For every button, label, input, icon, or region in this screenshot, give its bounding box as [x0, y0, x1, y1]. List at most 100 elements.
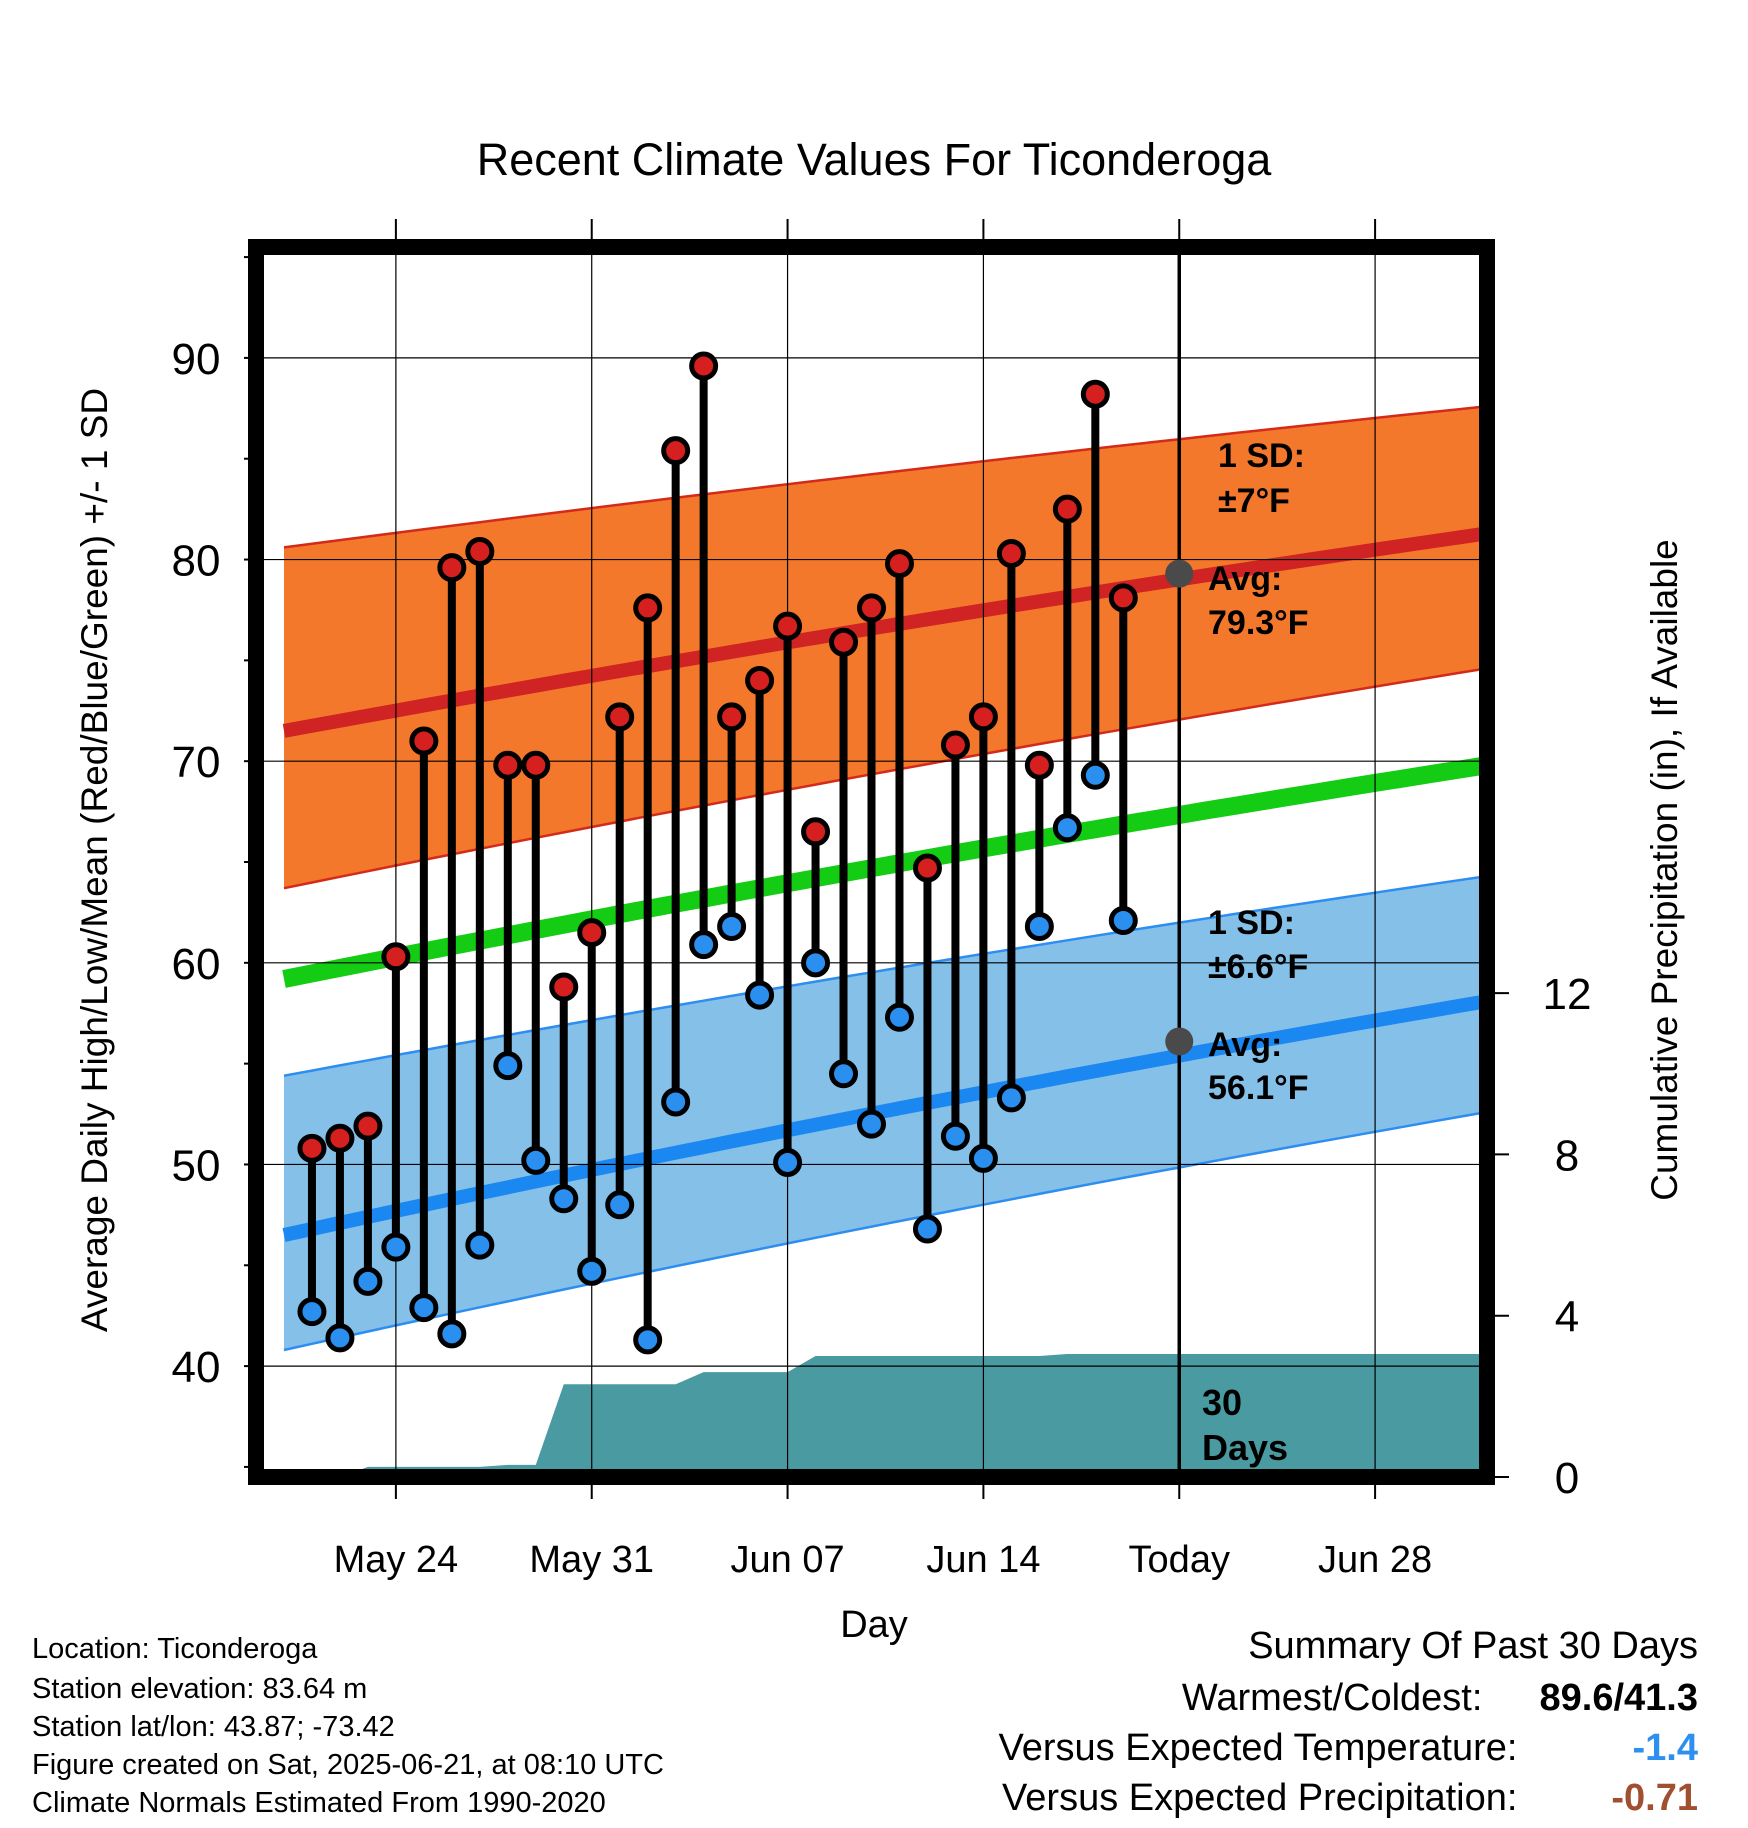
high-temp-point — [549, 972, 579, 1002]
low-temp-point — [633, 1325, 663, 1355]
chart-title: Recent Climate Values For Ticonderoga — [477, 134, 1273, 185]
high-temp-point — [1024, 750, 1054, 780]
high-sd-label-2: ±7°F — [1218, 482, 1290, 520]
x-tick-label: Jun 14 — [926, 1539, 1040, 1581]
high-normal-line — [282, 526, 1487, 738]
high-temp-point — [661, 436, 691, 466]
low-temp-point — [857, 1109, 886, 1139]
high-temp-point — [773, 611, 803, 641]
low-temp-point — [801, 948, 831, 978]
high-temp-point — [745, 666, 775, 696]
x-tick-label: May 24 — [334, 1539, 459, 1581]
high-temp-point — [912, 853, 942, 883]
high-temp-point — [409, 726, 439, 756]
high-temp-point — [1052, 494, 1082, 524]
low-temp-point — [661, 1087, 691, 1117]
y2-tick-label: 8 — [1555, 1131, 1579, 1180]
high-temp-point — [465, 536, 495, 566]
info-latlon: Station lat/lon: 43.87; -73.42 — [32, 1711, 395, 1743]
today-high-normal-dot — [1165, 559, 1194, 588]
low-avg-label-1: Avg: — [1208, 1026, 1282, 1064]
info-normals: Climate Normals Estimated From 1990-2020 — [32, 1787, 606, 1819]
info-location: Location: Ticonderoga — [32, 1633, 318, 1665]
high-temp-point — [521, 750, 551, 780]
today-days-label-1: 30 — [1202, 1382, 1242, 1423]
high-temp-point — [968, 702, 998, 732]
low-temp-point — [968, 1143, 998, 1173]
today-low-normal-dot — [1165, 1027, 1194, 1056]
low-temp-point — [1052, 813, 1082, 843]
low-temp-point — [381, 1232, 411, 1262]
high-temp-point — [689, 351, 719, 381]
summary-title: Summary Of Past 30 Days — [1248, 1625, 1698, 1667]
y-tick-label: 80 — [172, 537, 221, 586]
low-temp-point — [521, 1145, 551, 1175]
low-temp-point — [297, 1297, 327, 1327]
low-temp-point — [996, 1083, 1026, 1113]
today-days-label-2: Days — [1202, 1427, 1288, 1468]
low-temp-point — [884, 1002, 914, 1032]
y-tick-label: 60 — [172, 940, 221, 989]
x-tick-label: Today — [1129, 1539, 1230, 1581]
high-temp-point — [493, 750, 523, 780]
warmest-coldest-value: 89.6/41.3 — [1539, 1677, 1698, 1719]
low-temp-point — [549, 1184, 579, 1214]
high-avg-label-1: Avg: — [1208, 560, 1282, 598]
x-axis-label: Day — [840, 1604, 908, 1646]
low-sd-label-2: ±6.6°F — [1208, 948, 1308, 986]
y2-axis-label: Cumulative Precipitation (in), If Availa… — [1644, 539, 1685, 1201]
low-temp-point — [605, 1190, 635, 1220]
precip-area — [284, 1354, 1487, 1477]
low-avg-label-2: 56.1°F — [1208, 1069, 1309, 1107]
low-temp-point — [577, 1256, 607, 1286]
mean-normal-line — [282, 756, 1487, 988]
low-temp-point — [409, 1293, 439, 1323]
low-normal-line — [282, 994, 1487, 1242]
high-temp-point — [829, 627, 859, 657]
info-elevation: Station elevation: 83.64 m — [32, 1673, 368, 1705]
precip-departure-value: -0.71 — [1611, 1777, 1698, 1819]
y-tick-label: 90 — [172, 335, 221, 384]
y-axis-label: Average Daily High/Low/Mean (Red/Blue/Gr… — [74, 388, 115, 1332]
low-temp-point — [1080, 760, 1110, 790]
high-temp-point — [605, 702, 635, 732]
temp-departure-label: Versus Expected Temperature: — [998, 1727, 1518, 1769]
high-sd-label-1: 1 SD: — [1218, 437, 1305, 475]
high-temp-point — [1080, 379, 1110, 409]
x-tick-label: Jun 28 — [1318, 1539, 1432, 1581]
summary-precip-departure: Versus Expected Precipitation: -0.71 — [1002, 1777, 1698, 1820]
low-temp-point — [1108, 905, 1138, 935]
high-temp-point — [1108, 583, 1138, 613]
low-temp-point — [353, 1266, 383, 1296]
low-temp-point — [493, 1051, 523, 1081]
low-sd-band-upper-edge — [283, 874, 1487, 1077]
summary-temp-departure: Versus Expected Temperature: -1.4 — [999, 1727, 1698, 1770]
y-tick-label: 50 — [172, 1141, 221, 1190]
high-temp-point — [577, 918, 607, 948]
high-temp-point — [353, 1111, 383, 1141]
y-tick-label: 70 — [172, 738, 221, 787]
summary-warmest-coldest: Warmest/Coldest: 89.6/41.3 — [1182, 1677, 1698, 1720]
precip-departure-label: Versus Expected Precipitation: — [1002, 1777, 1518, 1819]
high-temp-point — [801, 817, 831, 847]
low-temp-point — [745, 980, 775, 1010]
high-temp-point — [717, 702, 747, 732]
high-temp-point — [857, 593, 886, 623]
low-temp-point — [689, 930, 719, 960]
high-temp-point — [633, 593, 663, 623]
low-temp-point — [325, 1323, 355, 1353]
low-sd-label-1: 1 SD: — [1208, 904, 1295, 942]
high-temp-point — [437, 553, 467, 583]
low-temp-point — [912, 1214, 942, 1244]
y2-tick-label: 0 — [1555, 1454, 1579, 1503]
high-sd-band — [284, 406, 1487, 889]
low-temp-point — [773, 1147, 803, 1177]
low-temp-point — [717, 912, 747, 942]
y2-tick-label: 4 — [1555, 1293, 1579, 1342]
temp-departure-value: -1.4 — [1632, 1727, 1698, 1769]
high-temp-point — [940, 730, 970, 760]
high-temp-point — [381, 942, 411, 972]
